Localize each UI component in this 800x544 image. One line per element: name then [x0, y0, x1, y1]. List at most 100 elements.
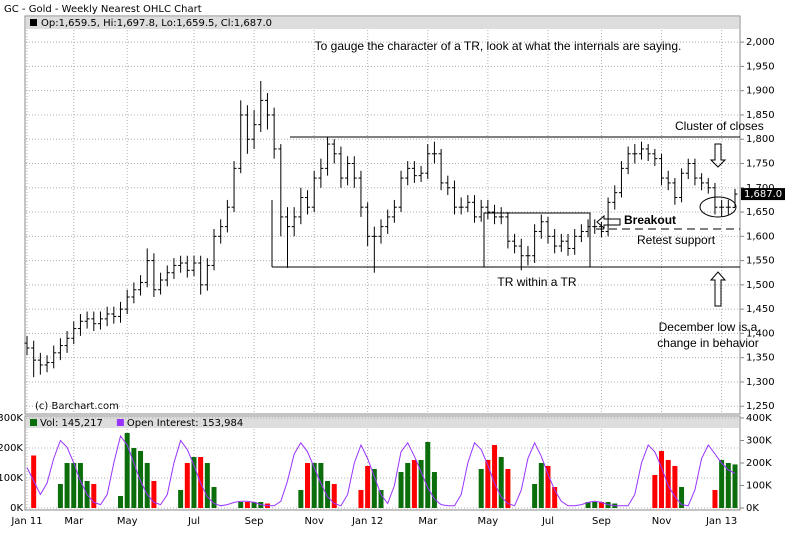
volume-bar [378, 490, 384, 508]
y-tick-label: 1,850 [746, 110, 775, 121]
annotation: Cluster of closes [675, 119, 764, 133]
volume-bar [411, 460, 417, 508]
volume-bar [251, 502, 257, 508]
y-tick-label: 1,400 [746, 328, 775, 339]
x-tick-label: Jul [187, 516, 200, 527]
y-tick-label: 1,650 [746, 207, 775, 218]
volume-bar [672, 466, 678, 508]
volume-bar [732, 464, 738, 508]
volume-bar [492, 445, 498, 508]
volume-bar [358, 490, 364, 508]
volume-bar [71, 463, 77, 508]
volume-bar [552, 487, 558, 508]
volume-bar [659, 451, 665, 508]
volume-bar [498, 457, 504, 508]
annotation: Retest support [637, 233, 716, 247]
volume-bar [325, 481, 331, 508]
volume-bar [184, 463, 190, 508]
chart-title: GC - Gold - Weekly Nearest OHLC Chart [4, 4, 202, 15]
legend-swatch [30, 19, 37, 26]
volume-bar [191, 457, 197, 508]
volume-bar [138, 451, 144, 508]
y-tick-label: 1,250 [746, 401, 775, 412]
x-tick-label: Jan 13 [705, 516, 737, 527]
volume-bar [418, 460, 424, 508]
volume-bar [244, 502, 250, 508]
volume-bar [505, 469, 511, 508]
last-price-label: 1,687.0 [744, 189, 782, 200]
y-tick-label: 100K [0, 473, 23, 484]
y-tick-label: 0K [10, 503, 23, 514]
y-tick-label: 300K [0, 413, 23, 424]
volume-bar [118, 496, 124, 508]
y2-tick-label: 100K [746, 481, 772, 492]
y-tick-label: 1,300 [746, 377, 775, 388]
x-tick-label: Jan 12 [351, 516, 383, 527]
y-tick-label: 1,550 [746, 256, 775, 267]
volume-bar [238, 502, 244, 508]
volume-bar [124, 433, 130, 508]
volume-bar [719, 460, 725, 508]
x-tick-label: Sep [592, 516, 611, 527]
volume-bar [725, 463, 731, 508]
volume-bar [665, 460, 671, 508]
down-arrow [709, 143, 727, 168]
legend-label: Vol: 145,217 [40, 418, 103, 429]
volume-bar [538, 463, 544, 508]
y-tick-label: 1,950 [746, 61, 775, 72]
x-tick-label: Jul [541, 516, 554, 527]
y-tick-label: 1,900 [746, 86, 775, 97]
volume-bar [131, 448, 137, 508]
y-tick-label: 1,450 [746, 304, 775, 315]
volume-bar [585, 502, 591, 508]
y-tick-label: 1,600 [746, 231, 775, 242]
last-price-box [741, 188, 785, 201]
annotation: To gauge the character of a TR, look at … [315, 39, 682, 53]
y2-tick-label: 200K [746, 458, 772, 469]
volume-bar [532, 484, 538, 508]
volume-bar [204, 463, 210, 508]
volume-bar [431, 472, 437, 508]
volume-bar [144, 463, 150, 508]
x-tick-label: May [478, 516, 499, 527]
volume-bar [598, 502, 604, 508]
volume-bar [331, 484, 337, 508]
x-tick-label: Nov [652, 516, 672, 527]
volume-bar [371, 469, 377, 508]
volume-bar [652, 475, 658, 508]
volume-bar [712, 490, 718, 508]
legend-label: Open Interest: 153,984 [127, 418, 243, 429]
volume-bar [298, 490, 304, 508]
price-legend-strip [26, 17, 739, 29]
price-panel [24, 15, 741, 415]
volume-bar [178, 490, 184, 508]
up-arrow [709, 271, 727, 307]
volume-bar [91, 484, 97, 508]
volume-bar [405, 463, 411, 508]
annotation: TR within a TR [497, 275, 576, 289]
volume-bar [57, 484, 63, 508]
x-tick-label: Sep [245, 516, 264, 527]
volume-bar [64, 463, 70, 508]
volume-bar [365, 466, 371, 508]
legend-swatch [30, 419, 37, 426]
inner-range-box [483, 212, 591, 268]
volume-bar [545, 466, 551, 508]
ohlc-legend: Op:1,659.5, Hi:1,697.8, Lo:1,659.5, Cl:1… [41, 18, 272, 29]
annotation: December low is a [659, 320, 758, 334]
cluster-ellipse [699, 196, 737, 218]
y2-tick-label: 300K [746, 436, 772, 447]
volume-bar [77, 463, 83, 508]
volume-bar [485, 460, 491, 508]
volume-bar [318, 463, 324, 508]
volume-bar [425, 442, 431, 508]
y-tick-label: 200K [0, 443, 23, 454]
volume-bar [398, 472, 404, 508]
x-tick-label: Mar [418, 516, 438, 527]
annotation: Breakout [624, 213, 676, 227]
x-tick-label: Mar [64, 516, 84, 527]
volume-bar [679, 487, 685, 508]
y-tick-label: 2,000 [746, 37, 775, 48]
